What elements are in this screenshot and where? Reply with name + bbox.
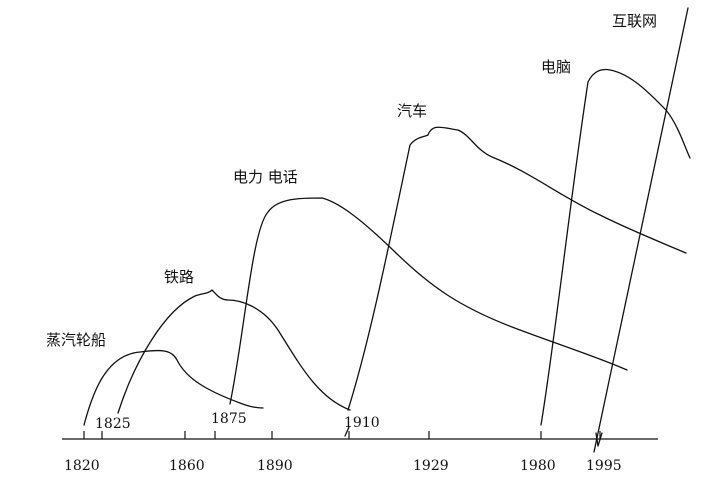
automobile-label: 汽车 bbox=[397, 102, 427, 120]
electricity-telephone-label: 电力 电话 bbox=[233, 168, 298, 186]
axis-label-1890: 1890 bbox=[257, 458, 293, 474]
axis-label-1820: 1820 bbox=[64, 458, 100, 474]
automobile-curve bbox=[347, 126, 687, 411]
steamship-label: 蒸汽轮船 bbox=[46, 331, 106, 349]
railway-curve bbox=[117, 289, 351, 414]
year-marker-1995 bbox=[595, 432, 603, 447]
axis-ticks bbox=[83, 431, 601, 439]
year-marker-1910 bbox=[344, 426, 350, 437]
start-year-railway: 1875 bbox=[211, 411, 247, 427]
start-year-electricity: 1910 bbox=[344, 415, 380, 431]
start-year-steamship: 1825 bbox=[95, 416, 131, 432]
internet-line bbox=[593, 7, 689, 453]
steamship-curve bbox=[83, 349, 264, 426]
railway-label: 铁路 bbox=[164, 268, 194, 286]
internet-label: 互联网 bbox=[612, 12, 657, 30]
axis-label-1995: 1995 bbox=[586, 458, 622, 474]
computer-curve bbox=[540, 68, 691, 426]
electricity-telephone-curve bbox=[229, 197, 628, 405]
axis-label-1929: 1929 bbox=[413, 458, 449, 474]
computer-label: 电脑 bbox=[541, 58, 571, 76]
axis-label-1980: 1980 bbox=[520, 458, 556, 474]
axis-label-1860: 1860 bbox=[169, 458, 205, 474]
